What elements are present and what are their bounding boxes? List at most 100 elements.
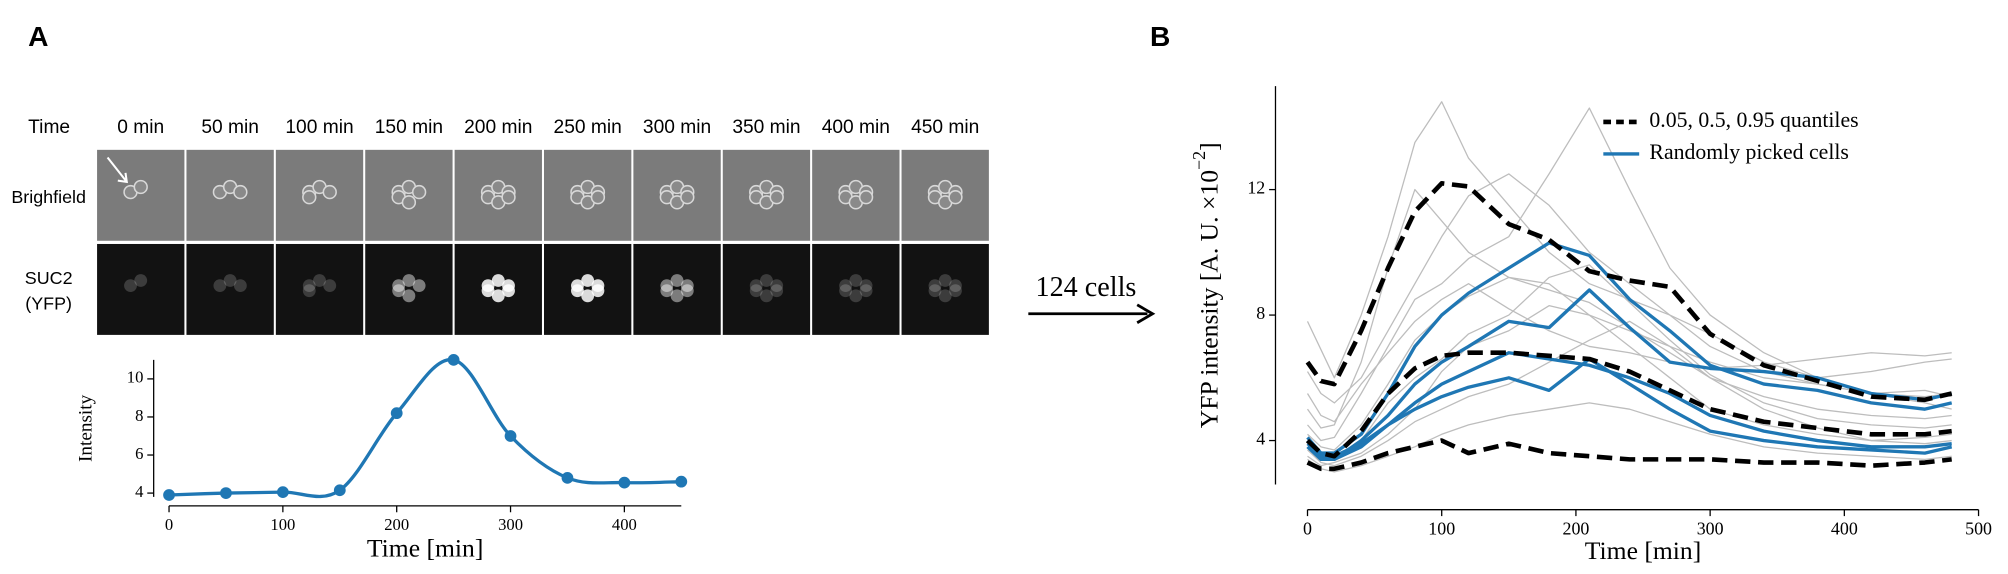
cell-glow bbox=[302, 279, 316, 292]
microscopy-images bbox=[97, 149, 989, 335]
y-axis-label-part: YFP intensity [A. U. ×10 bbox=[1194, 170, 1223, 428]
point bbox=[163, 489, 175, 501]
cell-glow bbox=[839, 284, 852, 298]
cell-glow bbox=[859, 279, 873, 292]
y-tick-label: 6 bbox=[135, 444, 143, 463]
y-axis-label-part: ] bbox=[1194, 142, 1223, 151]
cell-glow bbox=[859, 284, 873, 298]
cell bbox=[501, 190, 516, 205]
cell-glow bbox=[949, 279, 962, 292]
cell-glow bbox=[323, 279, 337, 292]
cell bbox=[858, 190, 874, 205]
yfp-image bbox=[97, 243, 185, 335]
yfp-image bbox=[633, 243, 721, 335]
cell-glow bbox=[412, 279, 426, 292]
cell-glow bbox=[392, 284, 406, 298]
y-tick-label: 10 bbox=[127, 368, 144, 387]
column-label: 100 min bbox=[285, 117, 353, 138]
cell-glow bbox=[313, 274, 326, 287]
time-header: Time bbox=[28, 117, 70, 138]
cell bbox=[322, 184, 337, 200]
x-axis-label: Time [min] bbox=[1585, 536, 1701, 565]
y-axis-label: Intensity bbox=[75, 394, 96, 462]
cell-glow bbox=[680, 279, 694, 292]
cell-glow bbox=[680, 284, 694, 298]
cell-glow bbox=[571, 284, 584, 298]
y-axis-label: YFP intensity [A. U. ×10−2] bbox=[1189, 142, 1223, 428]
x-tick-label: 100 bbox=[1428, 518, 1455, 538]
cell-glow bbox=[760, 289, 773, 303]
cell-line bbox=[1306, 283, 1952, 423]
cell-glow bbox=[749, 284, 763, 298]
picked-cell-line bbox=[1306, 288, 1953, 462]
column-label: 150 min bbox=[375, 117, 443, 138]
arrow-head bbox=[1136, 303, 1156, 324]
picked-cell-line bbox=[1306, 357, 1953, 458]
yfp-image bbox=[722, 243, 811, 335]
point bbox=[333, 484, 346, 497]
cell-glow bbox=[581, 274, 595, 287]
arrow-label: 124 cells bbox=[1036, 272, 1137, 303]
cell-glow bbox=[124, 279, 137, 292]
column-label: 300 min bbox=[643, 117, 711, 138]
y-tick-label: 4 bbox=[135, 482, 144, 501]
panel-label: B bbox=[1150, 20, 1170, 52]
y-tick-label: 8 bbox=[135, 406, 143, 425]
cell-glow bbox=[928, 279, 942, 292]
x-tick-label: 400 bbox=[1831, 518, 1858, 538]
cell-line bbox=[1307, 276, 1952, 451]
cell-glow bbox=[928, 284, 942, 298]
x-tick-label: 200 bbox=[1562, 518, 1589, 538]
point bbox=[390, 407, 403, 420]
x-tick-label: 0 bbox=[165, 515, 173, 534]
x-tick-label: 400 bbox=[612, 515, 637, 534]
point bbox=[618, 476, 631, 489]
cell-glow bbox=[938, 289, 952, 303]
brightfield-image bbox=[186, 149, 274, 241]
picked-cell-line bbox=[1306, 351, 1952, 462]
x-tick-label: 200 bbox=[384, 515, 409, 534]
cell-glow bbox=[849, 274, 863, 287]
point bbox=[561, 471, 574, 484]
column-label: 0 min bbox=[117, 117, 164, 138]
cell-line bbox=[1306, 101, 1952, 379]
brightfield-image bbox=[275, 149, 364, 241]
cell-glow bbox=[938, 274, 952, 287]
cell bbox=[133, 179, 148, 195]
cell bbox=[302, 190, 317, 205]
panel-label: A bbox=[28, 20, 48, 52]
row-label: Brighfield bbox=[11, 187, 86, 207]
row-label: SUC2 bbox=[25, 268, 73, 288]
cell bbox=[769, 190, 784, 205]
cell-line bbox=[1307, 402, 1952, 473]
cell-glow bbox=[749, 279, 763, 292]
legend-label: Randomly picked cells bbox=[1649, 140, 1848, 164]
quantile-line bbox=[1305, 350, 1952, 459]
x-tick-label: 100 bbox=[270, 515, 295, 534]
column-label: 200 min bbox=[464, 117, 532, 138]
cell-glow bbox=[949, 284, 962, 298]
cell-glow bbox=[402, 289, 416, 303]
x-tick-label: 300 bbox=[1697, 518, 1724, 538]
cell-glow bbox=[233, 279, 247, 292]
cell-line bbox=[1307, 320, 1952, 467]
point bbox=[276, 486, 289, 499]
cell-glow bbox=[849, 289, 863, 303]
yfp-image bbox=[901, 243, 989, 335]
y-tick-label: 4 bbox=[1256, 429, 1265, 449]
yfp-image bbox=[365, 243, 453, 335]
column-label: 350 min bbox=[732, 117, 800, 138]
cell-glow bbox=[134, 274, 148, 287]
column-label: 450 min bbox=[911, 117, 979, 138]
cell-glow bbox=[491, 289, 505, 303]
cell-glow bbox=[591, 284, 605, 298]
yfp-image bbox=[275, 243, 364, 335]
column-label: 50 min bbox=[201, 117, 259, 138]
x-tick-label: 500 bbox=[1965, 518, 1992, 538]
cell-line bbox=[1306, 173, 1952, 404]
yfp-image bbox=[544, 243, 632, 335]
y-axis-label-part: −2 bbox=[1189, 151, 1209, 170]
cell-glow bbox=[213, 279, 227, 292]
cell bbox=[590, 190, 606, 205]
